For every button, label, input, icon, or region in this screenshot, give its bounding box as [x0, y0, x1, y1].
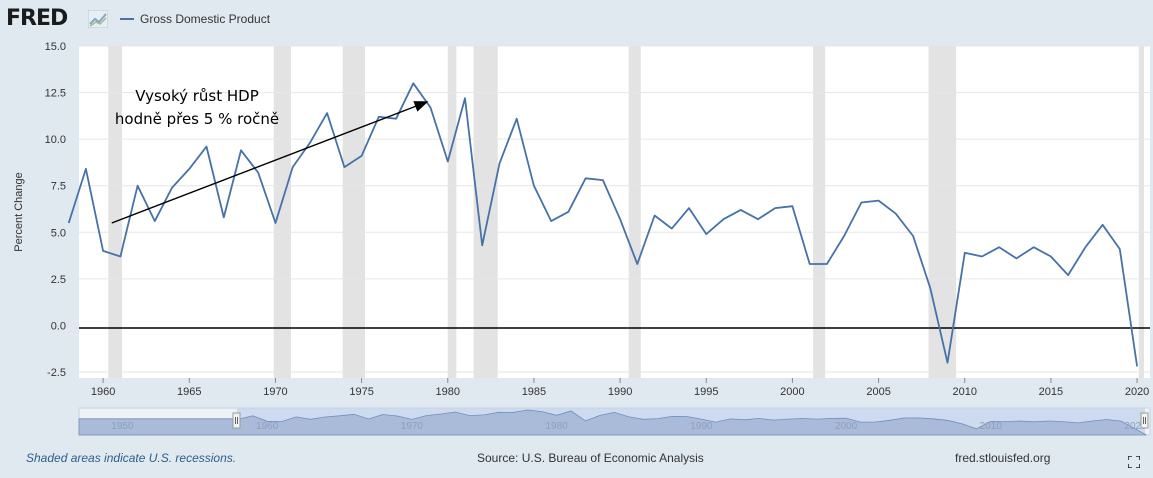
- navigator[interactable]: 1950 1960 1970 1980 1990 2000 2010 2020: [78, 407, 1151, 436]
- plot-background: [79, 46, 1150, 378]
- y-tick-label: 5.0: [51, 227, 66, 239]
- x-tick-label: 1995: [694, 386, 718, 398]
- chart-legend[interactable]: Gross Domestic Product: [120, 12, 270, 26]
- recession-note: Shaded areas indicate U.S. recessions.: [26, 451, 237, 465]
- navigator-label: 2010: [980, 421, 1003, 432]
- x-tick-label: 1990: [608, 386, 632, 398]
- series-line-gdp[interactable]: [67, 82, 1138, 367]
- navigator-label: 1960: [256, 421, 279, 432]
- navigator-label: 1980: [545, 421, 568, 432]
- recession-band: [813, 46, 826, 378]
- recession-band: [447, 46, 457, 378]
- x-tick-label: 2015: [1039, 386, 1063, 398]
- x-tick-label: 1965: [177, 386, 201, 398]
- fred-chart-icon: [88, 10, 108, 28]
- y-tick-label: -2.5: [47, 367, 66, 379]
- x-tick-label: 1985: [522, 386, 546, 398]
- navigator-label: 2020: [1124, 421, 1147, 432]
- recession-band: [1138, 46, 1144, 378]
- navigator-handle-right[interactable]: [1140, 412, 1149, 429]
- x-tick-label: 1975: [349, 386, 373, 398]
- y-tick-label: 15.0: [45, 41, 66, 53]
- y-tick-label: 2.5: [51, 274, 66, 286]
- x-tick-label: 2010: [953, 386, 977, 398]
- y-tick-label: 10.0: [45, 134, 66, 146]
- annotation-arrow: [111, 101, 429, 224]
- recession-band: [628, 46, 641, 378]
- y-axis-label: Percent Change: [13, 172, 25, 252]
- annotation-line-2: hodně přes 5 % ročně: [115, 110, 279, 128]
- source-text: Source: U.S. Bureau of Economic Analysis: [477, 451, 704, 465]
- fullscreen-icon[interactable]: [1128, 456, 1140, 468]
- y-tick-label: 12.5: [45, 88, 66, 100]
- x-tick-label: 1980: [436, 386, 460, 398]
- x-tick-label: 2000: [780, 386, 804, 398]
- recession-shading: [108, 46, 1144, 378]
- series-layer: [67, 82, 1138, 367]
- navigator-series: [78, 409, 1147, 436]
- navigator-labels: 1950 1960 1970 1980 1990 2000 2010 2020: [111, 421, 1147, 432]
- y-tick-label: 7.5: [51, 181, 66, 193]
- site-link[interactable]: fred.stlouisfed.org: [955, 451, 1051, 465]
- annotation: Vysoký růst HDP hodně přes 5 % ročně: [111, 87, 429, 224]
- y-axis-ticks: 15.0 12.5 10.0 7.5 5.0 2.5 0.0 -2.5: [45, 41, 66, 379]
- legend-label: Gross Domestic Product: [140, 12, 271, 26]
- navigator-label: 1970: [401, 421, 424, 432]
- annotation-line-1: Vysoký růst HDP: [135, 87, 259, 105]
- gridlines: [79, 45, 1150, 373]
- chart-header: FRED Gross Domestic Product: [0, 0, 1153, 38]
- recession-band: [928, 46, 957, 378]
- x-tick-label: 1960: [91, 386, 115, 398]
- fred-logo[interactable]: FRED: [6, 6, 68, 31]
- navigator-label: 2000: [835, 421, 858, 432]
- recession-band: [108, 46, 123, 378]
- x-tick-label: 2005: [866, 386, 890, 398]
- recession-band: [273, 46, 291, 378]
- legend-swatch: [120, 18, 134, 20]
- y-tick-label: 0.0: [51, 320, 66, 332]
- recession-band: [342, 46, 366, 378]
- x-tick-label: 1970: [263, 386, 287, 398]
- navigator-label: 1990: [690, 421, 713, 432]
- navigator-label: 1950: [111, 421, 134, 432]
- x-axis-ticks: 1960 1965 1970 1975 1980 1985 1990 1995 2000 2005…: [91, 378, 1149, 398]
- x-tick-label: 2020: [1125, 386, 1149, 398]
- navigator-handle-left[interactable]: [232, 412, 241, 429]
